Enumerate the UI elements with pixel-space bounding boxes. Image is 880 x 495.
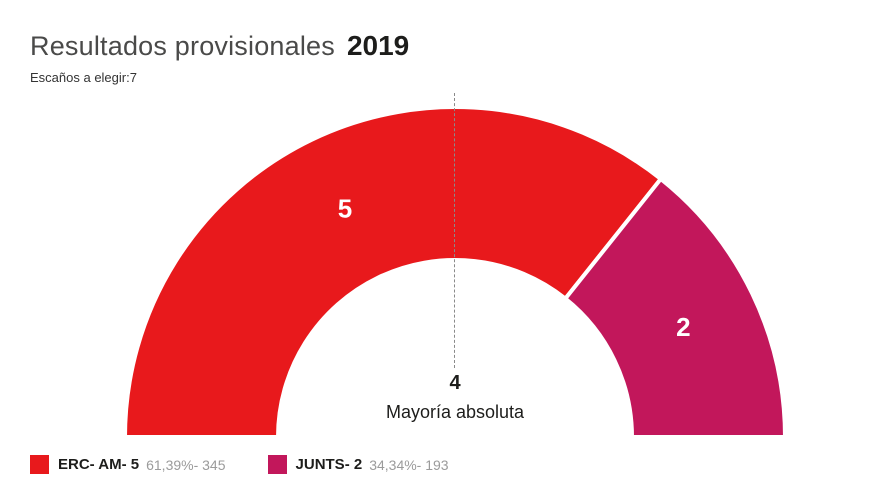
segment-seat-count: 5 <box>338 194 352 224</box>
segment-junts[interactable] <box>562 176 788 439</box>
majority-threshold-line <box>454 93 455 368</box>
legend-label-erc: ERC- AM- 5 <box>58 456 140 473</box>
legend-swatch-erc <box>30 455 49 474</box>
results-year: 2019 <box>346 30 410 61</box>
legend-item-erc[interactable]: ERC- AM- 5 61,39%- 345 <box>30 455 226 474</box>
page-title: Resultados provisionales <box>30 31 335 61</box>
legend-item-junts[interactable]: JUNTS- 2 34,34%- 193 <box>267 455 449 474</box>
legend-swatch-junts <box>267 455 287 474</box>
majority-text: Mayoría absoluta <box>385 402 525 422</box>
segment-seat-count: 2 <box>676 312 690 342</box>
title-line: Resultados provisionales 2019 <box>30 30 409 62</box>
legend-detail-junts: 34,34%- 193 <box>369 456 449 473</box>
legend-label-junts: JUNTS- 2 <box>295 456 363 473</box>
majority-labels: 4 Mayoría absoluta <box>305 372 605 423</box>
legend-detail-erc: 61,39%- 345 <box>146 456 226 473</box>
header: Resultados provisionales 2019 Escaños a … <box>30 30 409 85</box>
seats-to-elect-label: Escaños a elegir:7 <box>30 70 137 85</box>
segment-erc-am[interactable] <box>122 105 664 439</box>
majority-seats-value: 4 <box>449 372 461 394</box>
legend: ERC- AM- 5 61,39%- 345 JUNTS- 2 34,34%- … <box>30 455 491 474</box>
